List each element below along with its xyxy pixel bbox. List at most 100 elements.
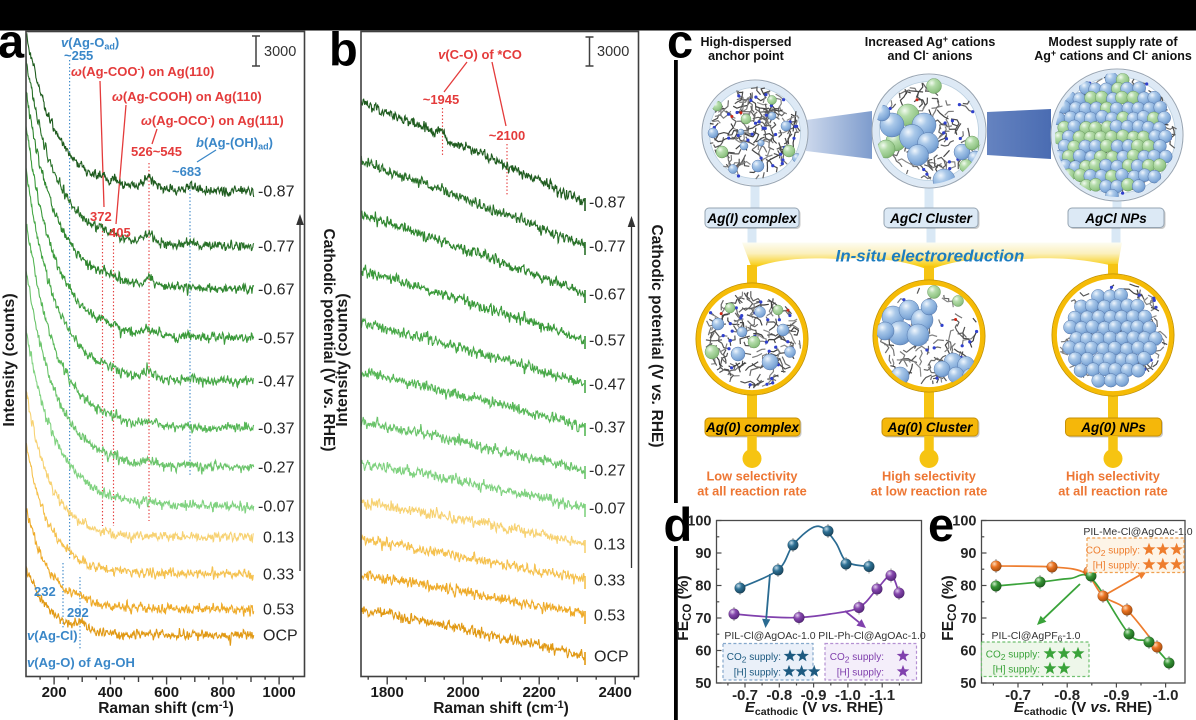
svg-text:d: d [664, 498, 693, 551]
svg-text:a: a [0, 15, 25, 68]
svg-text:-0.8: -0.8 [1054, 687, 1080, 704]
svg-text:at all reaction rate: at all reaction rate [1058, 484, 1168, 499]
svg-text:-0.47: -0.47 [589, 377, 626, 394]
svg-text:-0.57: -0.57 [258, 331, 295, 348]
svg-text:200: 200 [42, 684, 67, 701]
svg-text:Raman shift (cm-1): Raman shift (cm-1) [433, 699, 569, 717]
svg-text:v(Ag-Cl): v(Ag-Cl) [27, 628, 78, 643]
svg-text:~1945: ~1945 [423, 92, 460, 107]
svg-text:0.33: 0.33 [263, 567, 294, 584]
svg-text:80: 80 [695, 579, 711, 595]
svg-text:70: 70 [695, 611, 711, 627]
svg-text:Ag(0) Cluster: Ag(0) Cluster [887, 420, 974, 435]
svg-text:In-situ electroreduction: In-situ electroreduction [836, 247, 1025, 266]
svg-text:OCP: OCP [263, 628, 298, 645]
svg-text:-0.47: -0.47 [258, 374, 295, 391]
svg-text:0.33: 0.33 [594, 573, 625, 590]
svg-text:-0.87: -0.87 [589, 195, 626, 212]
svg-text:70: 70 [960, 611, 976, 627]
svg-text:2200: 2200 [523, 684, 556, 701]
svg-text:0.53: 0.53 [594, 608, 625, 625]
svg-text:0.53: 0.53 [263, 602, 294, 619]
svg-text:3000: 3000 [264, 44, 296, 60]
svg-text:anchor point: anchor point [708, 49, 785, 63]
svg-text:v(Ag-O) of Ag-OH: v(Ag-O) of Ag-OH [27, 655, 135, 670]
svg-text:-0.77: -0.77 [258, 239, 295, 256]
svg-text:AgCl Cluster: AgCl Cluster [889, 211, 973, 226]
svg-text:Raman shift (cm-1): Raman shift (cm-1) [98, 699, 234, 717]
svg-text:PIL-Ph-Cl@AgOAc-1.0: PIL-Ph-Cl@AgOAc-1.0 [818, 630, 926, 642]
svg-text:-0.7: -0.7 [732, 687, 758, 704]
svg-text:High selectivity: High selectivity [1066, 469, 1161, 484]
svg-text:ω(Ag-COOH) on Ag(110): ω(Ag-COOH) on Ag(110) [112, 89, 262, 104]
svg-text:-0.07: -0.07 [589, 501, 626, 518]
svg-text:ω(Ag-OCO-) on Ag(111): ω(Ag-OCO-) on Ag(111) [141, 113, 284, 128]
svg-text:50: 50 [695, 676, 711, 692]
svg-text:1000: 1000 [262, 684, 295, 701]
svg-text:100: 100 [952, 514, 976, 530]
svg-text:FECO (%): FECO (%) [675, 575, 694, 640]
svg-text:0.13: 0.13 [263, 530, 294, 547]
svg-text:Intensity (counts): Intensity (counts) [1, 293, 18, 426]
svg-text:60: 60 [960, 644, 976, 660]
svg-text:b: b [329, 23, 358, 76]
svg-text:CO2 supply:: CO2 supply: [986, 650, 1040, 663]
svg-text:600: 600 [154, 684, 179, 701]
svg-text:OCP: OCP [594, 649, 629, 666]
svg-text:[H] supply:: [H] supply: [734, 668, 781, 679]
svg-text:Intensity (counts): Intensity (counts) [334, 293, 351, 426]
svg-text:232: 232 [34, 584, 56, 599]
svg-text:High-dispersed: High-dispersed [701, 35, 792, 49]
svg-text:CO2 supply:: CO2 supply: [830, 652, 884, 665]
svg-text:-0.37: -0.37 [258, 421, 295, 438]
svg-text:at all reaction rate: at all reaction rate [697, 484, 807, 499]
svg-text:100: 100 [687, 514, 711, 530]
svg-text:-0.8: -0.8 [766, 687, 792, 704]
svg-text:292: 292 [67, 605, 89, 620]
svg-text:e: e [928, 498, 954, 551]
svg-text:526~545: 526~545 [131, 144, 182, 159]
svg-text:-0.9: -0.9 [801, 687, 827, 704]
svg-text:PIL-Me-Cl@AgOAc-1.0: PIL-Me-Cl@AgOAc-1.0 [1083, 526, 1192, 538]
svg-text:Ag(0) NPs: Ag(0) NPs [1080, 420, 1146, 435]
svg-text:Cathodic potential (V vs. RHE): Cathodic potential (V vs. RHE) [648, 224, 665, 447]
svg-text:ω(Ag-COO-) on Ag(110): ω(Ag-COO-) on Ag(110) [71, 64, 214, 79]
svg-text:-1.1: -1.1 [869, 687, 895, 704]
svg-text:2000: 2000 [447, 684, 480, 701]
svg-text:c: c [667, 15, 693, 68]
svg-text:Ag(0) complex: Ag(0) complex [705, 420, 800, 435]
svg-text:~683: ~683 [172, 164, 201, 179]
svg-text:-0.07: -0.07 [258, 499, 295, 516]
svg-text:Low selectivity: Low selectivity [706, 469, 798, 484]
svg-text:FECO (%): FECO (%) [940, 575, 959, 640]
svg-text:80: 80 [960, 579, 976, 595]
svg-text:-0.57: -0.57 [589, 333, 626, 350]
svg-text:Ag(I) complex: Ag(I) complex [706, 211, 797, 226]
svg-text:Ecathodic (V vs. RHE): Ecathodic (V vs. RHE) [1014, 699, 1152, 718]
svg-text:60: 60 [695, 644, 711, 660]
svg-text:-0.7: -0.7 [1005, 687, 1031, 704]
svg-text:CO2 supply:: CO2 supply: [727, 652, 781, 665]
svg-text:Cathodic potential (V vs. RHE): Cathodic potential (V vs. RHE) [320, 228, 337, 451]
svg-text:High selectivity: High selectivity [882, 469, 977, 484]
svg-text:50: 50 [960, 676, 976, 692]
svg-text:-0.37: -0.37 [589, 420, 626, 437]
svg-text:-0.67: -0.67 [589, 287, 626, 304]
svg-text:-0.27: -0.27 [258, 460, 295, 477]
svg-text:0.13: 0.13 [594, 537, 625, 554]
svg-text:405: 405 [109, 225, 131, 240]
svg-text:-0.87: -0.87 [258, 184, 295, 201]
svg-text:at low reaction rate: at low reaction rate [871, 484, 988, 499]
svg-text:800: 800 [210, 684, 235, 701]
svg-text:-0.67: -0.67 [258, 282, 295, 299]
svg-text:PIL-Cl@AgOAc-1.0: PIL-Cl@AgOAc-1.0 [724, 630, 815, 642]
svg-text:v(C-O) of *CO: v(C-O) of *CO [438, 47, 522, 62]
svg-text:Increased Ag+ cations: Increased Ag+ cations [865, 34, 996, 49]
svg-text:-1.0: -1.0 [1153, 687, 1179, 704]
svg-text:90: 90 [695, 546, 711, 562]
svg-text:Modest supply rate of: Modest supply rate of [1048, 35, 1178, 49]
svg-text:b(Ag-(OH)ad): b(Ag-(OH)ad) [196, 135, 273, 152]
svg-text:[H] supply:: [H] supply: [1093, 561, 1140, 572]
svg-text:1800: 1800 [371, 684, 404, 701]
svg-text:and Cl- anions: and Cl- anions [888, 48, 973, 63]
